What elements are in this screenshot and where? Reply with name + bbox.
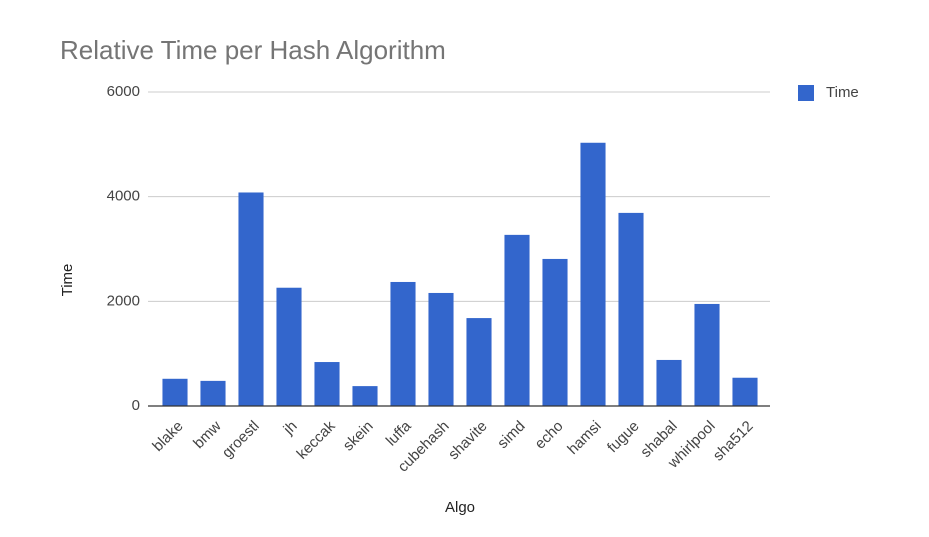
bar	[656, 359, 682, 406]
bar	[504, 234, 530, 406]
y-tick-label: 0	[132, 397, 140, 414]
y-tick-label: 6000	[107, 83, 140, 100]
bar	[580, 142, 606, 406]
bar	[200, 380, 226, 406]
y-axis-label: Time	[59, 264, 76, 297]
bar	[352, 386, 378, 406]
bar	[466, 318, 492, 406]
bar	[314, 362, 340, 406]
bar	[428, 292, 454, 406]
bar	[732, 377, 758, 406]
legend-label: Time	[826, 84, 859, 101]
x-axis-label: Algo	[445, 499, 475, 516]
bar	[162, 378, 188, 406]
chart-title: Relative Time per Hash Algorithm	[60, 35, 446, 65]
bar	[276, 287, 302, 406]
legend-swatch	[798, 85, 814, 101]
bar	[618, 212, 644, 406]
bar	[238, 192, 264, 406]
bar	[390, 281, 416, 406]
y-tick-label: 2000	[107, 292, 140, 309]
bar	[694, 303, 720, 406]
y-tick-label: 4000	[107, 188, 140, 205]
bar	[542, 258, 568, 406]
